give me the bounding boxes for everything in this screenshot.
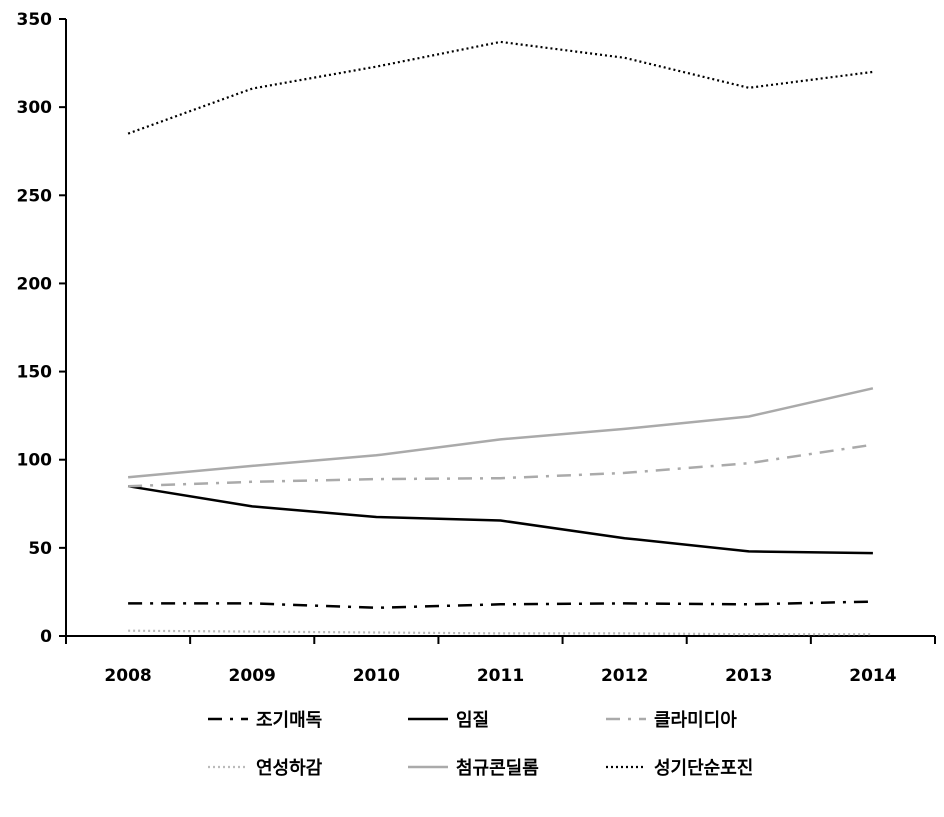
- series-line-1: [128, 600, 873, 610]
- legend-label: 연성하감: [256, 758, 323, 779]
- legend-label: 클라미디아: [654, 710, 737, 731]
- x-tick-label: 2010: [353, 666, 400, 686]
- legend-item-4: 연성하감: [208, 758, 323, 779]
- legend-label: 첨규콘딜롬: [456, 758, 539, 779]
- legend-label: 임질: [456, 710, 489, 731]
- axes: 0 50 100 150 200 250 300 350 2008 2009 2010 2011 201…: [17, 10, 936, 686]
- series-line-2: [127, 484, 873, 555]
- y-tick-label: 150: [17, 363, 53, 383]
- y-tick-label: 250: [17, 186, 53, 206]
- legend-label: 성기단순포진: [654, 758, 753, 779]
- series-lines: [127, 40, 874, 636]
- legend-item-3: 클라미디아: [606, 710, 737, 731]
- series-line-3: [128, 443, 874, 488]
- y-tick-label: 350: [17, 10, 53, 30]
- legend-label: 조기매독: [256, 710, 322, 731]
- series-line-5: [127, 387, 874, 479]
- y-tick-label: 100: [17, 451, 53, 471]
- x-tick-label: 2008: [104, 666, 151, 686]
- legend-item-5: 첨규콘딜롬: [408, 758, 539, 779]
- x-tick-label: 2012: [601, 666, 648, 686]
- y-tick-label: 0: [40, 627, 52, 647]
- series-line-4: [128, 629, 873, 636]
- legend-item-2: 임질: [408, 710, 489, 731]
- y-tick-label: 50: [28, 539, 52, 559]
- y-tick-label: 200: [17, 274, 53, 294]
- y-tick-label: 300: [17, 98, 53, 118]
- legend-item-6: 성기단순포진: [606, 758, 753, 779]
- legend-item-1: 조기매독: [208, 710, 322, 731]
- x-tick-label: 2014: [849, 666, 896, 686]
- series-line-6: [127, 40, 874, 135]
- x-tick-label: 2011: [477, 666, 524, 686]
- x-tick-label: 2013: [725, 666, 772, 686]
- x-tick-label: 2009: [229, 666, 276, 686]
